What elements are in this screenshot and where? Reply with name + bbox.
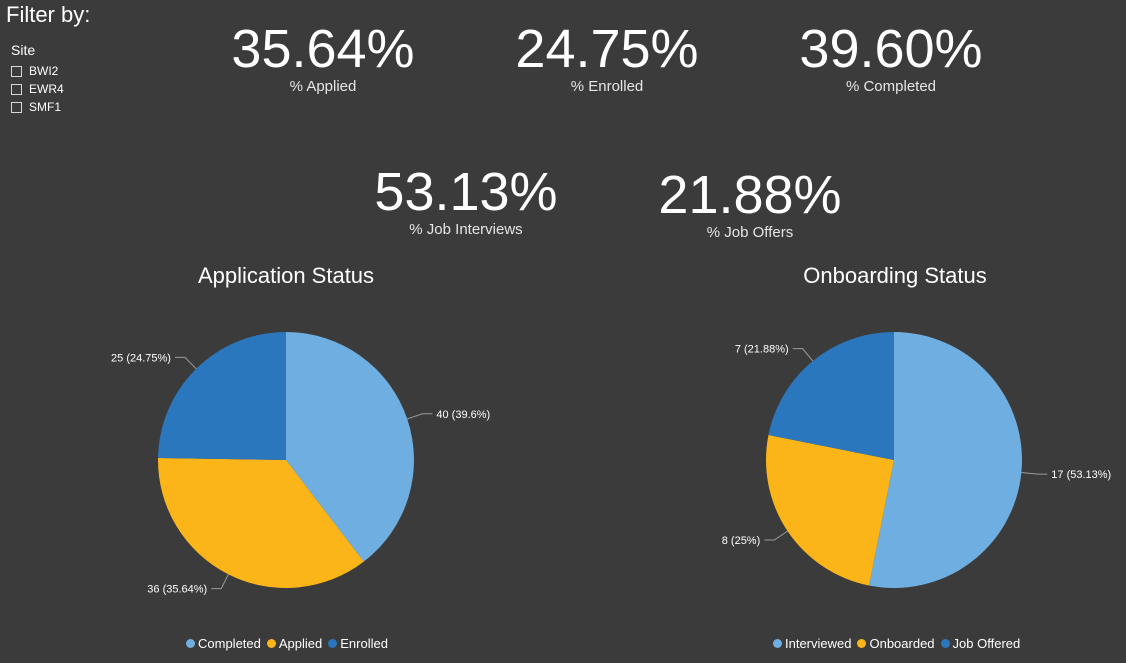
pie-slice-onboarded[interactable] <box>766 435 894 586</box>
site-option-bwi2[interactable]: BWI2 <box>11 62 64 80</box>
site-option-label: EWR4 <box>29 82 64 96</box>
kpi-card-job-offers: 21.88% % Job Offers <box>620 168 880 241</box>
kpi-label: % Enrolled <box>570 78 644 95</box>
kpi-label: % Completed <box>845 78 937 95</box>
legend-swatch <box>328 639 338 648</box>
legend-item[interactable]: Interviewed <box>773 636 851 651</box>
kpi-label: % Job Offers <box>706 224 794 241</box>
legend-onboarding-status: Interviewed Onboarded Job Offered <box>773 636 1020 651</box>
pie-slice-job-offered[interactable] <box>768 332 894 460</box>
legend-swatch <box>940 639 950 648</box>
kpi-card-completed: 39.60% % Completed <box>761 22 1021 95</box>
site-filter-list: BWI2 EWR4 SMF1 <box>11 62 64 116</box>
kpi-card-enrolled: 24.75% % Enrolled <box>477 22 737 95</box>
legend-label: Job Offered <box>952 636 1021 651</box>
site-checkbox[interactable] <box>11 83 22 95</box>
legend-swatch <box>186 639 195 648</box>
kpi-value: 35.64% <box>231 19 415 79</box>
legend-item[interactable]: Enrolled <box>328 636 388 651</box>
kpi-card-applied: 35.64% % Applied <box>193 22 453 95</box>
filter-title: Filter by: <box>6 2 91 27</box>
site-option-ewr4[interactable]: EWR4 <box>11 80 64 98</box>
legend-swatch <box>266 639 276 648</box>
data-label-leader-line <box>407 413 433 420</box>
legend-item[interactable]: Job Offered <box>940 636 1021 651</box>
pie-data-label: 36 (35.64%) <box>147 584 207 596</box>
data-label-leader-line <box>764 530 788 541</box>
legend-item[interactable]: Applied <box>266 636 323 651</box>
legend-application-status: Completed Applied Enrolled <box>186 636 388 651</box>
data-label-leader-line <box>174 356 197 370</box>
kpi-value: 24.75% <box>515 19 699 79</box>
kpi-value: 21.88% <box>658 165 842 225</box>
application-status-pie-chart: 40 (39.6%) 36 (35.64%) 25 (24.75%) <box>111 332 490 596</box>
legend-item[interactable]: Onboarded <box>857 636 935 651</box>
site-checkbox[interactable] <box>11 65 22 77</box>
site-option-label: SMF1 <box>29 100 62 114</box>
site-filter-label: Site <box>11 42 36 58</box>
kpi-label: % Job Interviews <box>409 221 523 238</box>
pie-slice-completed[interactable] <box>286 332 415 562</box>
legend-label: Interviewed <box>785 636 852 651</box>
pie-data-label: 8 (25%) <box>722 535 761 547</box>
site-option-label: BWI2 <box>29 64 59 78</box>
legend-item[interactable]: Completed <box>186 636 261 651</box>
pie-slice-interviewed[interactable] <box>869 332 1022 588</box>
legend-swatch <box>773 639 782 648</box>
kpi-label: % Applied <box>289 78 357 95</box>
data-label-leader-line <box>792 348 814 362</box>
legend-label: Onboarded <box>869 636 935 651</box>
kpi-card-job-interviews: 53.13% % Job Interviews <box>336 165 596 238</box>
pie-slice-enrolled[interactable] <box>158 332 286 460</box>
onboarding-status-pie-chart: 17 (53.13%) 8 (25%) 7 (21.88%) <box>722 332 1111 588</box>
data-label-leader-line <box>1021 472 1048 475</box>
site-checkbox[interactable] <box>11 101 22 113</box>
pie-slice-applied[interactable] <box>158 458 364 588</box>
chart-title-onboarding-status: Onboarding Status <box>803 263 987 288</box>
pie-data-label: 7 (21.88%) <box>735 344 789 356</box>
legend-label: Applied <box>278 636 323 651</box>
site-option-smf1[interactable]: SMF1 <box>11 98 64 116</box>
legend-label: Enrolled <box>340 636 388 651</box>
kpi-value: 39.60% <box>799 19 983 79</box>
pie-data-label: 17 (53.13%) <box>1051 469 1111 481</box>
data-label-leader-line <box>211 574 229 590</box>
chart-title-application-status: Application Status <box>197 263 375 288</box>
kpi-value: 53.13% <box>374 162 558 222</box>
legend-swatch <box>857 639 867 648</box>
pie-data-label: 40 (39.6%) <box>436 409 490 421</box>
legend-label: Completed <box>198 636 261 651</box>
pie-data-label: 25 (24.75%) <box>111 352 171 364</box>
